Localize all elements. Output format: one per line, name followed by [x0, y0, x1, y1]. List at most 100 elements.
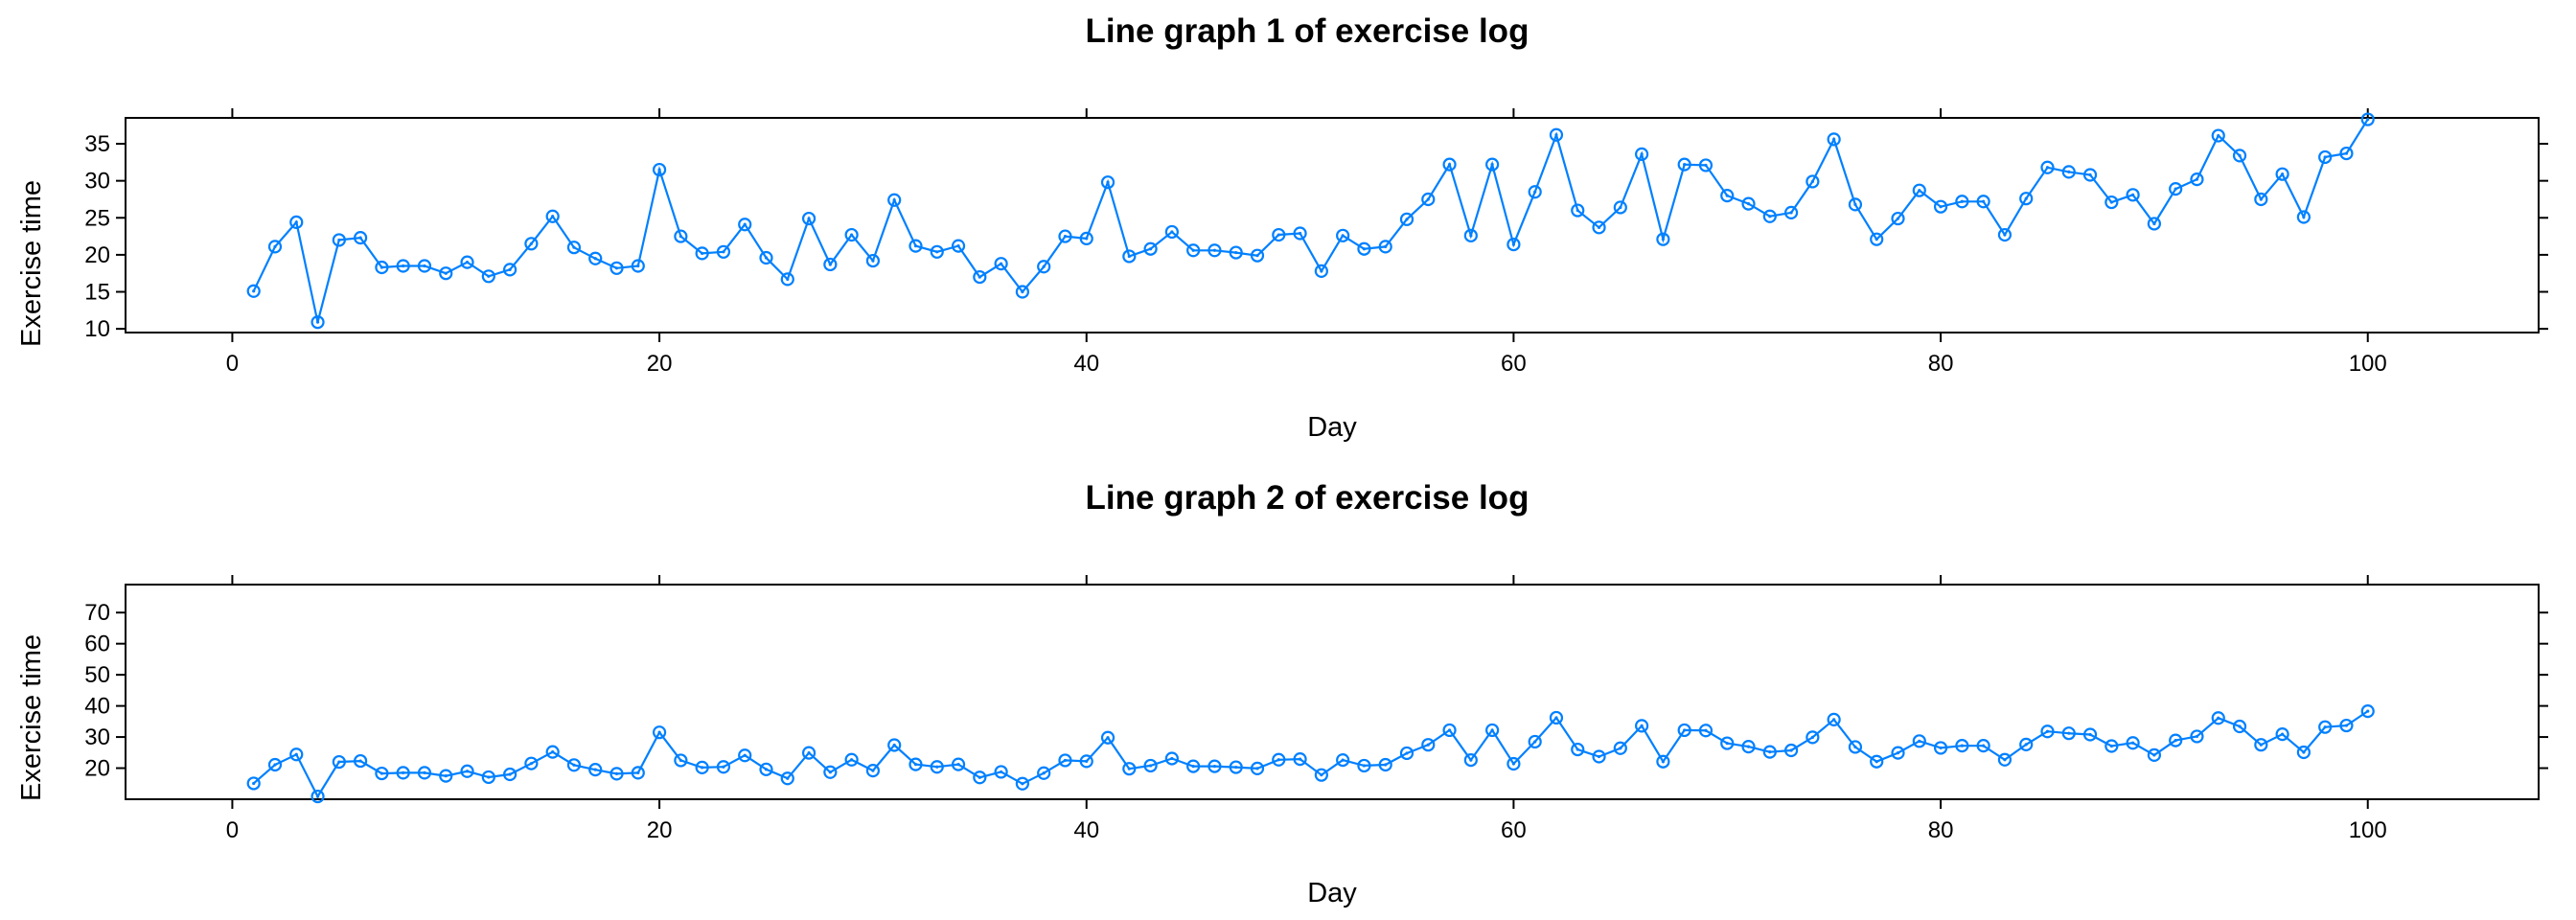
data-point [566, 241, 582, 255]
data-point [2019, 737, 2034, 751]
data-point [1208, 243, 1222, 258]
data-point-marker [246, 776, 261, 791]
data-point [1891, 211, 1905, 226]
data-point-center [892, 743, 896, 748]
data-point-marker [973, 269, 987, 285]
data-point [1955, 195, 1969, 209]
data-point [2082, 168, 2098, 182]
data-point-marker [1357, 242, 1371, 256]
data-point-center [1362, 247, 1367, 251]
data-point-marker [1613, 741, 1627, 755]
data-point [1848, 740, 1863, 754]
data-point-marker [1399, 746, 1414, 761]
data-point-center [402, 770, 405, 775]
y-axis-label: Exercise time [16, 634, 47, 801]
data-point-center [1960, 744, 1964, 748]
data-point-marker [674, 229, 688, 243]
data-point-center [1832, 137, 1836, 141]
data-point-center [1683, 728, 1687, 732]
data-point [2169, 733, 2183, 748]
data-point [973, 770, 987, 785]
data-point [610, 261, 624, 275]
data-point-marker [1571, 203, 1585, 218]
data-point-center [1511, 762, 1516, 766]
data-point [566, 758, 582, 772]
data-point [801, 746, 816, 760]
data-point-center [1042, 771, 1046, 775]
data-point [1698, 158, 1714, 172]
data-point-marker [1891, 746, 1905, 760]
data-point [2254, 738, 2268, 752]
data-point-marker [1272, 752, 1286, 767]
data-point [1635, 147, 1649, 161]
data-point-center [2281, 732, 2285, 736]
data-point-marker [1314, 264, 1328, 278]
data-point [1336, 752, 1350, 768]
data-point [1677, 723, 1691, 738]
data-point [1613, 741, 1627, 755]
data-point [545, 209, 560, 223]
data-point-center [273, 244, 277, 248]
data-point-marker [695, 760, 709, 774]
data-point [1037, 260, 1051, 274]
data-point-marker [759, 762, 773, 776]
data-point-marker [417, 766, 432, 780]
data-point [1485, 723, 1500, 738]
data-point [1528, 734, 1542, 749]
data-point-marker [801, 211, 816, 226]
y-tick-label: 40 [84, 694, 110, 720]
data-point-center [1597, 225, 1601, 229]
data-point [289, 215, 304, 230]
data-point-center [614, 266, 619, 270]
data-point-marker [2211, 128, 2225, 143]
data-point [1891, 746, 1905, 760]
data-point [716, 760, 731, 774]
data-point-center [572, 763, 576, 767]
data-point [759, 250, 773, 265]
data-point [417, 766, 432, 780]
data-point [1741, 196, 1756, 211]
data-point [2296, 210, 2311, 224]
data-point-marker [930, 760, 944, 774]
data-point [1463, 228, 1478, 242]
data-point-marker [1997, 227, 2012, 242]
data-point-marker [524, 756, 539, 770]
data-point [2360, 112, 2375, 126]
data-point-marker [2254, 738, 2268, 752]
y-tick-label: 10 [84, 316, 110, 342]
data-point-center [487, 274, 491, 278]
data-point-center [701, 766, 704, 770]
data-point-marker [588, 251, 603, 265]
data-point-center [273, 763, 277, 767]
data-point [2275, 727, 2289, 742]
data-point-marker [1891, 211, 1905, 226]
data-point-center [1021, 782, 1024, 786]
data-point-marker [1976, 195, 1990, 209]
data-point [1976, 739, 1990, 753]
data-point-marker [2082, 727, 2098, 742]
data-point-marker [1378, 757, 1392, 772]
data-point-center [1000, 770, 1003, 774]
data-point [1399, 746, 1414, 761]
data-point-center [1576, 208, 1579, 213]
data-point-marker [1208, 243, 1222, 258]
data-point-center [871, 259, 875, 263]
data-point-center [402, 264, 405, 268]
data-point [951, 239, 966, 253]
data-point-center [423, 264, 426, 268]
data-point-marker [545, 209, 560, 223]
data-point-marker [2061, 726, 2076, 741]
data-point-marker [354, 231, 368, 245]
data-point [823, 257, 838, 272]
data-point-center [743, 222, 747, 226]
data-point-center [1896, 217, 1900, 220]
data-point-marker [375, 260, 389, 275]
data-point-center [1341, 234, 1345, 238]
data-point [1122, 762, 1137, 776]
data-point-marker [844, 752, 859, 767]
data-point [460, 255, 474, 269]
data-point-marker [1677, 157, 1691, 172]
data-point [2360, 704, 2375, 719]
data-point-marker [1208, 759, 1222, 773]
data-point-marker [310, 315, 325, 330]
